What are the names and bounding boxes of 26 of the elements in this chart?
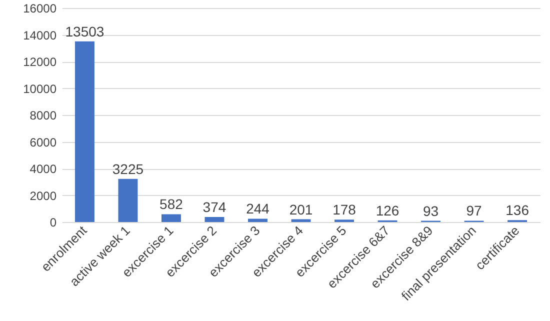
y-tick-label: 12000 — [23, 55, 57, 69]
y-tick-label: 0 — [50, 216, 57, 230]
y-tick-label: 10000 — [23, 82, 57, 96]
bar — [291, 219, 311, 222]
bar — [118, 178, 138, 222]
bar — [161, 214, 181, 222]
data-label: 13503 — [65, 23, 104, 40]
y-tick-label: 2000 — [30, 188, 57, 203]
data-label: 244 — [246, 200, 270, 217]
data-label: 126 — [376, 202, 400, 218]
data-label: 178 — [332, 202, 356, 218]
bar — [204, 217, 224, 222]
data-label: 97 — [466, 202, 482, 219]
y-tick-label: 4000 — [30, 162, 57, 176]
y-tick-label: 14000 — [23, 28, 57, 42]
data-label: 374 — [202, 199, 226, 215]
data-label: 93 — [422, 202, 439, 219]
data-label: 136 — [506, 202, 530, 218]
data-label: 3225 — [112, 160, 144, 177]
y-tick-label: 8000 — [30, 108, 57, 122]
bar — [248, 218, 268, 222]
data-label: 201 — [289, 201, 313, 218]
bar — [74, 41, 94, 222]
data-label: 582 — [160, 196, 184, 212]
y-tick-label: 16000 — [23, 2, 57, 16]
y-tick-label: 6000 — [30, 135, 57, 150]
